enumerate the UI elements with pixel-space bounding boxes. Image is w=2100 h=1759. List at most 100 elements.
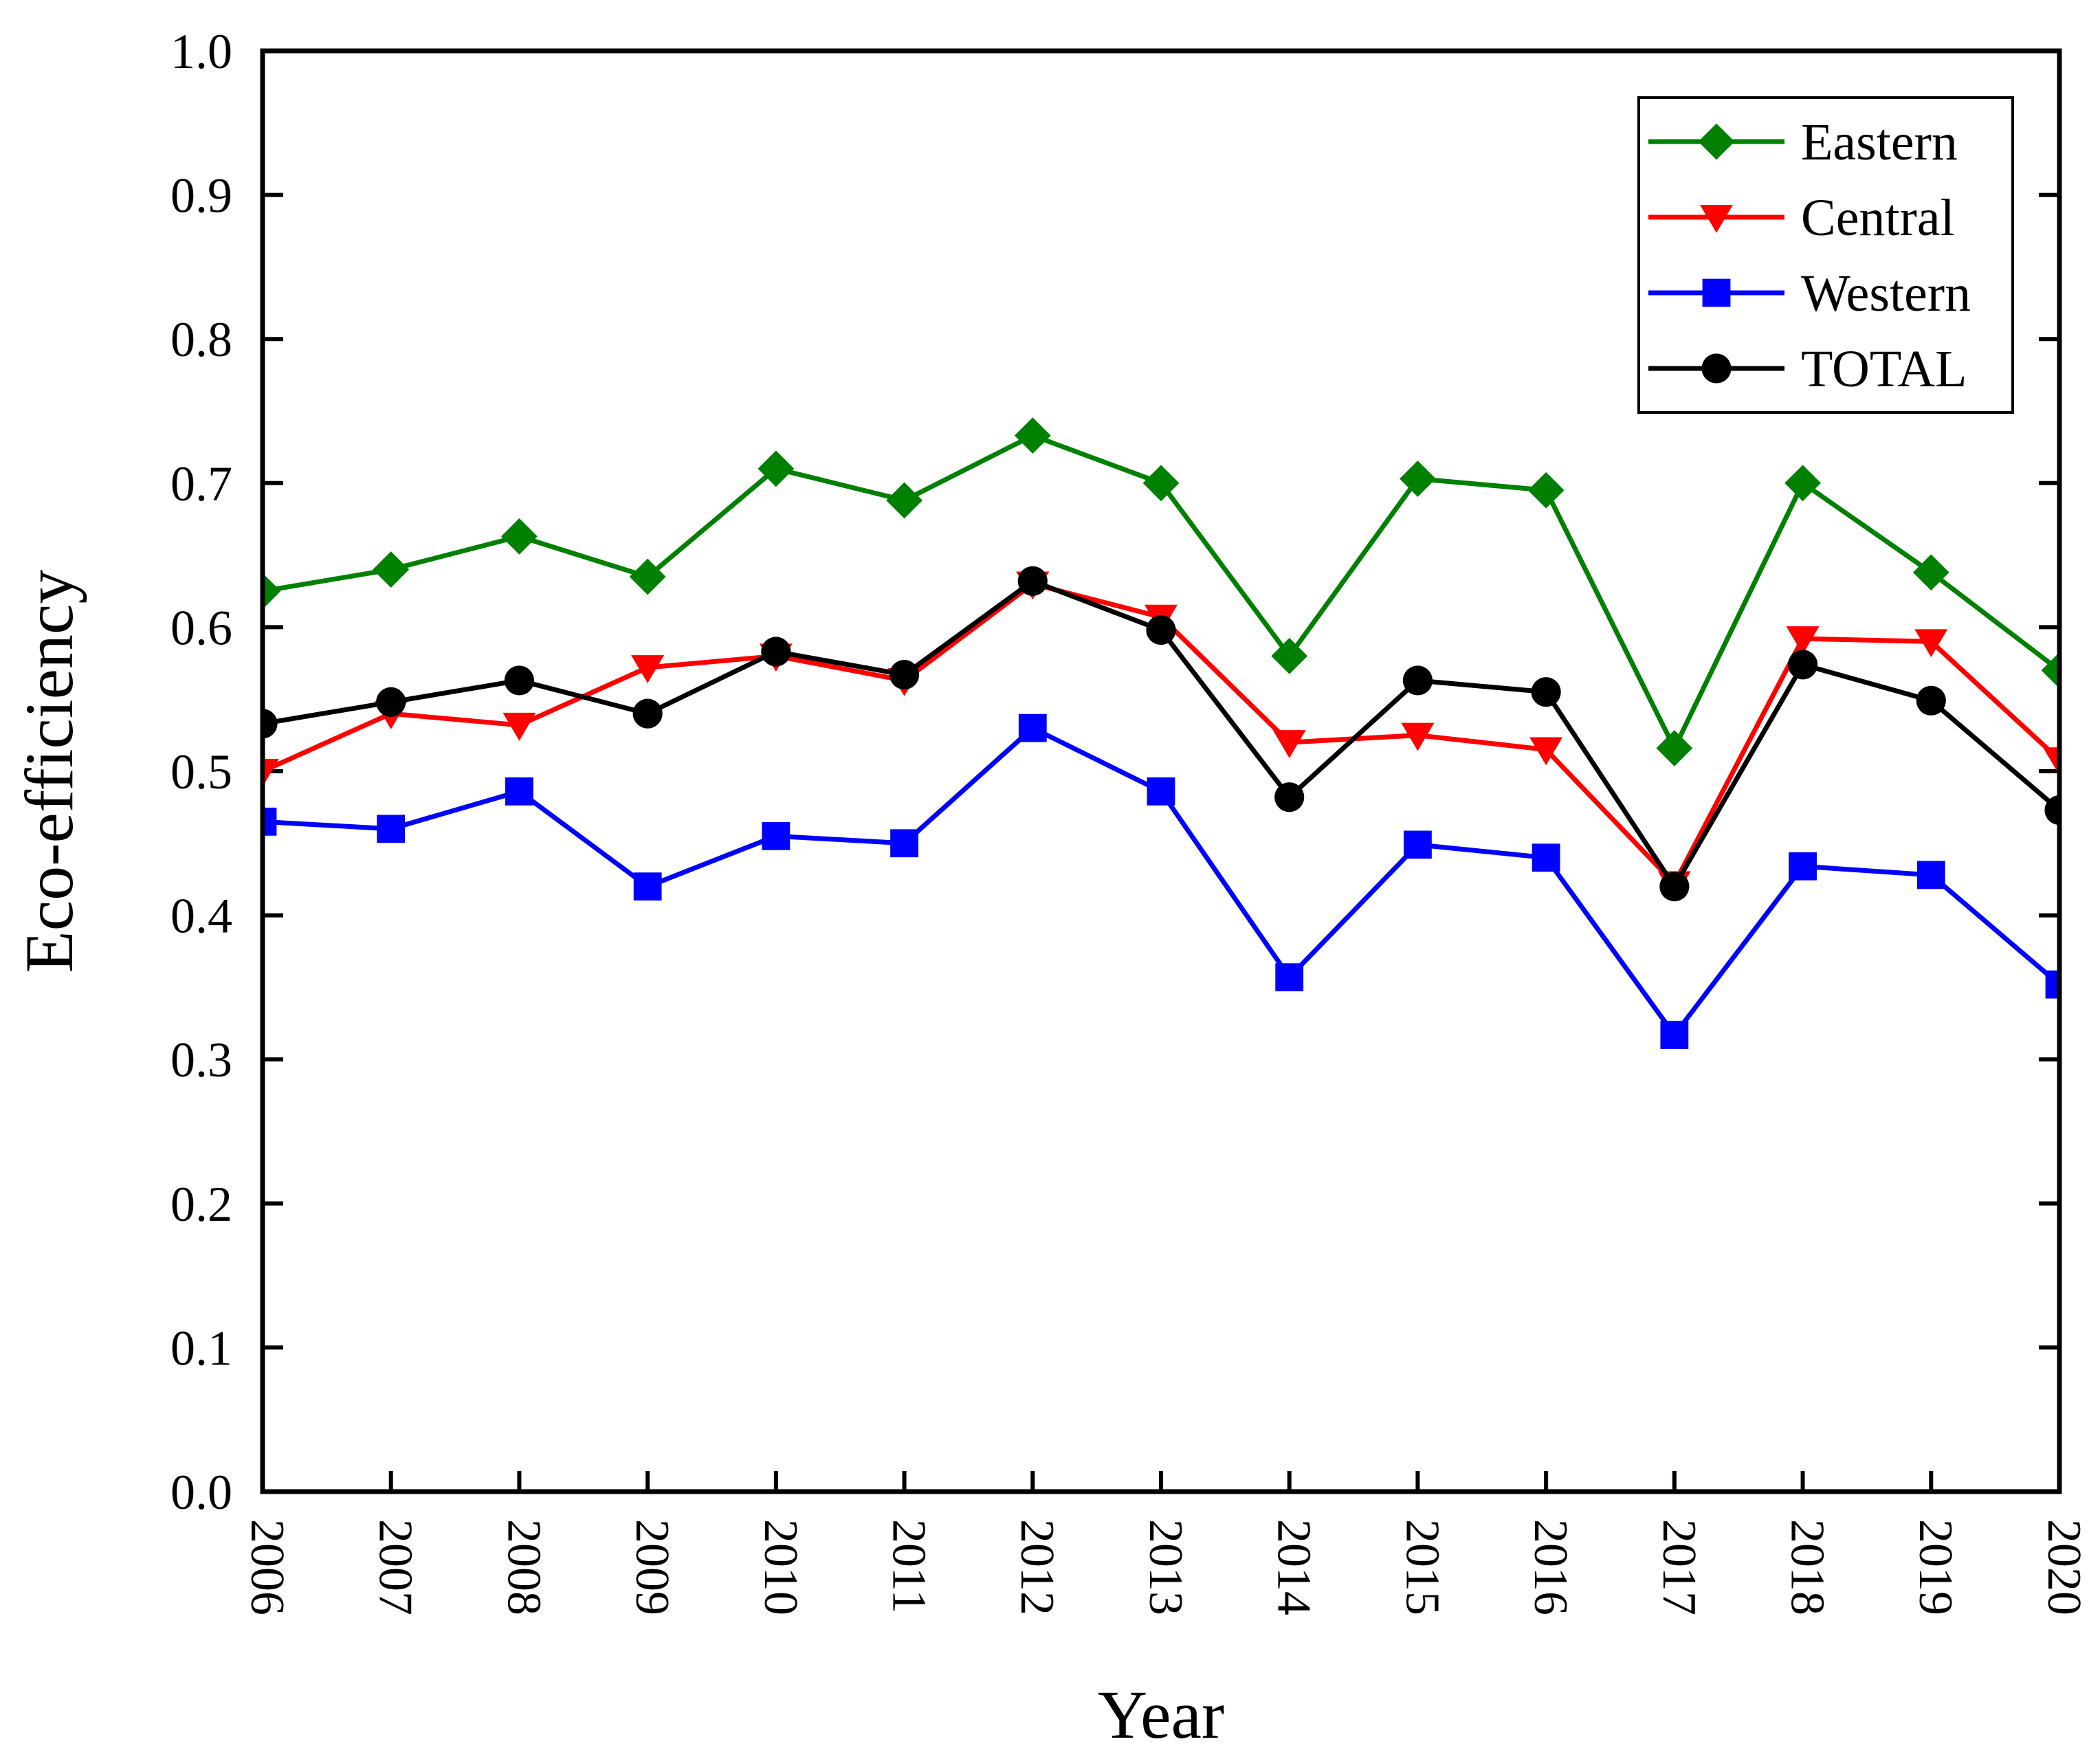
data-point-eastern [1527,472,1565,509]
legend-item-eastern: Eastern [1648,113,1958,171]
data-point-eastern [501,518,538,555]
x-axis-ticks: 2006 2007 2008 2009 2010 2011 2012 2013 2014 2015… [241,1471,2090,1615]
data-point-western [1147,777,1175,806]
data-point-western [1404,830,1432,859]
y-tick-label: 0.3 [170,1032,232,1087]
data-point-central [631,655,665,683]
legend-item-central: Central [1648,189,1955,247]
data-point-eastern [1400,461,1436,497]
data-point-eastern [886,482,922,519]
data-point-total [1017,566,1048,596]
data-point-western [1789,852,1817,881]
data-point-central [263,759,279,787]
legend: Eastern Central Western TOTAL [1637,96,2014,414]
data-point-eastern [758,450,795,487]
data-point-eastern [1656,730,1693,766]
series-line-western [263,725,2059,1038]
data-point-western [762,821,791,850]
x-tick-label: 2014 [1268,1519,1320,1615]
legend-marker-central [1700,205,1733,233]
legend-marker-western [1702,278,1731,307]
series-layer [263,417,2059,1049]
legend-box [1637,96,2014,414]
legend-label-central: Central [1801,189,1955,247]
data-point-total [1531,677,1561,707]
data-point-total [1402,665,1433,696]
x-tick-label: 2009 [626,1519,678,1615]
data-point-central [1401,722,1435,751]
data-point-central [1914,629,1948,658]
data-point-western [377,815,406,843]
y-tick-label: 0.7 [170,456,232,511]
data-point-western [1532,843,1560,872]
data-point-total [1787,650,1818,680]
series-total [263,566,2059,902]
x-tick-label: 2016 [1524,1519,1577,1615]
legend-label-eastern: Eastern [1801,113,1958,171]
data-point-total [889,659,920,690]
data-point-western [1660,1021,1689,1049]
data-point-western [1916,861,1945,889]
x-tick-label: 2015 [1395,1519,1448,1615]
y-tick-label: 0.0 [170,1465,232,1520]
data-point-total [1146,615,1176,645]
data-point-eastern [629,558,666,595]
data-point-total [2044,795,2059,826]
legend-item-western: Western [1648,265,1971,322]
y-tick-label: 0.6 [170,600,232,655]
legend-item-total: TOTAL [1648,340,1967,398]
x-tick-label: 2018 [1781,1519,1834,1615]
data-point-central [1529,737,1563,766]
x-tick-label: 2019 [1909,1519,1962,1615]
y-tick-label: 0.9 [170,168,232,223]
y-tick-label: 0.8 [170,312,232,367]
data-point-western [505,777,533,806]
data-point-western [263,807,277,836]
data-point-central [1272,730,1306,758]
x-tick-label: 2012 [1010,1519,1063,1615]
y-tick-label: 1.0 [170,24,232,79]
y-axis-title: Eco-efficiency [11,570,87,973]
data-point-total [376,687,406,717]
data-point-eastern [1784,465,1821,502]
x-tick-label: 2013 [1139,1519,1192,1615]
legend-marker-eastern [1698,123,1735,160]
data-point-eastern [1014,417,1051,454]
series-western [263,713,2059,1049]
data-point-total [1659,872,1690,902]
data-point-eastern [1271,637,1308,674]
legend-marker-total [1701,353,1732,384]
x-tick-label: 2020 [2037,1519,2090,1615]
y-tick-label: 0.5 [170,744,232,799]
series-eastern [263,417,2059,766]
data-point-total [632,698,663,729]
data-point-western [2045,970,2059,999]
x-tick-label: 2010 [754,1519,807,1615]
data-point-eastern [373,551,410,588]
data-point-western [890,829,918,858]
x-tick-label: 2006 [241,1519,294,1615]
data-point-central [2043,747,2059,776]
y-tick-label: 0.2 [170,1177,232,1232]
x-tick-label: 2007 [369,1519,422,1615]
data-point-western [633,872,662,901]
data-point-western [1018,713,1047,742]
data-point-western [1275,963,1304,992]
data-point-total [761,637,791,667]
data-point-total [263,709,278,739]
data-point-eastern [2041,652,2059,689]
data-point-central [502,712,536,741]
x-axis-title: Year [1098,1677,1224,1753]
legend-label-total: TOTAL [1801,340,1967,398]
x-tick-label: 2011 [883,1519,936,1613]
y-axis-ticks: 0.0 0.1 0.2 0.3 0.4 0.5 0.6 0.7 0.8 0.9 1.0 [170,24,2059,1520]
y-tick-label: 0.4 [170,889,232,944]
x-tick-label: 2008 [497,1519,550,1615]
data-point-total [504,665,535,696]
data-point-eastern [1142,465,1180,502]
data-point-eastern [1912,554,1949,591]
data-point-total [1916,685,1946,716]
plot-area-frame [260,48,2062,1494]
data-point-central [1786,626,1820,654]
